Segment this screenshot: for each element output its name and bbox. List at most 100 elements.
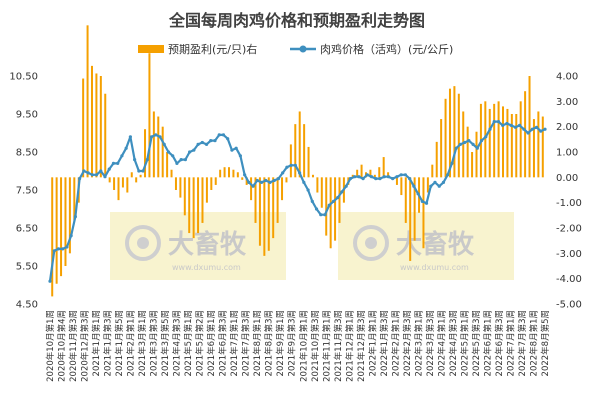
line-point	[56, 247, 61, 251]
line-point	[302, 180, 306, 184]
line-point	[319, 213, 323, 217]
line-point	[128, 135, 132, 139]
bar	[192, 177, 195, 239]
line-point	[226, 137, 230, 141]
x-tick-label: 2021年10月第3周	[310, 310, 321, 382]
line-point	[446, 173, 450, 177]
line-point	[298, 171, 302, 175]
x-tick-label: 2021年1月第3周	[103, 310, 114, 376]
line-point	[408, 177, 412, 181]
x-tick-label: 2021年2月第1周	[126, 310, 137, 376]
line-point	[306, 188, 310, 192]
line-point	[48, 279, 52, 283]
bar	[263, 177, 266, 256]
bar	[148, 53, 151, 178]
bar	[325, 177, 328, 236]
line-point	[217, 133, 221, 137]
line-point	[365, 173, 369, 177]
bar	[404, 177, 407, 223]
bar	[510, 114, 513, 178]
line-point	[243, 173, 247, 177]
bar	[400, 177, 403, 196]
bar	[462, 111, 465, 178]
bar	[444, 98, 447, 178]
line-point	[120, 154, 124, 158]
bar	[232, 169, 235, 178]
bar	[135, 177, 138, 183]
line-point	[378, 177, 382, 181]
line-point	[213, 139, 217, 143]
y-right-tick-label: 4.00	[556, 72, 578, 83]
line-point	[162, 142, 166, 146]
y-right-tick-label: -3.00	[556, 249, 582, 260]
line-point	[141, 169, 145, 173]
bar	[457, 93, 460, 178]
x-tick-label: 2021年8月第3周	[264, 310, 275, 376]
line-point	[429, 184, 433, 188]
x-tick-label: 2022年4月第3周	[448, 310, 459, 376]
bar	[174, 177, 177, 190]
bar	[488, 108, 491, 178]
bar	[64, 177, 67, 266]
bar	[298, 111, 301, 178]
line-point	[501, 123, 505, 127]
bar	[117, 177, 120, 201]
x-tick-label: 2021年3月第3周	[149, 310, 160, 376]
line-point	[340, 190, 344, 194]
line-point	[395, 175, 399, 179]
line-point	[124, 146, 128, 150]
bar	[422, 177, 425, 249]
bar	[113, 177, 116, 190]
bar	[382, 157, 385, 178]
line-point	[437, 184, 441, 188]
x-tick-label: 2020年12月第3周	[80, 310, 91, 382]
line-point	[348, 177, 352, 181]
line-point	[209, 139, 213, 143]
x-tick-label: 2022年8月第1周	[528, 310, 539, 376]
line-point	[221, 133, 226, 137]
y-left-tick-label: 4.50	[16, 300, 38, 311]
x-tick-label: 2021年3月第5周	[160, 310, 171, 376]
y-right-tick-label: -1.00	[556, 198, 582, 209]
watermark-url: www.dxumu.com	[400, 263, 469, 272]
bar	[311, 174, 314, 178]
y-right-tick-label: 0.00	[556, 173, 578, 184]
y-left-tick-label: 9.50	[16, 110, 38, 121]
line-point	[179, 158, 183, 162]
bar	[378, 167, 381, 178]
line-point	[251, 184, 255, 188]
bar	[493, 103, 496, 178]
line-point	[412, 184, 416, 188]
line-point	[94, 173, 99, 177]
line-point	[255, 178, 259, 183]
line-point	[145, 158, 149, 162]
x-tick-label: 2021年3月第1周	[137, 310, 148, 376]
line-point	[107, 167, 111, 171]
bar	[413, 177, 416, 241]
x-tick-label: 2022年3月第1周	[413, 310, 424, 376]
bar	[157, 116, 160, 178]
line-point	[238, 154, 242, 158]
watermark-brand: 大畜牧	[168, 229, 247, 260]
bar	[448, 88, 451, 178]
x-tick-label: 2022年6月第3周	[494, 310, 505, 376]
x-tick-label: 2021年9月第3周	[287, 310, 298, 376]
line-point	[268, 180, 272, 184]
legend-bar-swatch	[138, 45, 164, 53]
bar	[267, 177, 270, 251]
x-tick-label: 2021年6月第1周	[206, 310, 217, 376]
bar	[351, 174, 354, 178]
line-point	[467, 139, 471, 143]
x-tick-label: 2022年2月第1周	[390, 310, 401, 376]
line-point	[454, 146, 458, 150]
line-point	[458, 142, 462, 146]
line-point	[331, 199, 336, 203]
line-point	[289, 163, 293, 167]
line-point	[272, 178, 276, 183]
watermark-brand: 大畜牧	[396, 229, 475, 260]
line-point	[65, 245, 69, 249]
line-point	[234, 146, 238, 150]
bar	[179, 177, 182, 198]
line-point	[424, 201, 429, 205]
